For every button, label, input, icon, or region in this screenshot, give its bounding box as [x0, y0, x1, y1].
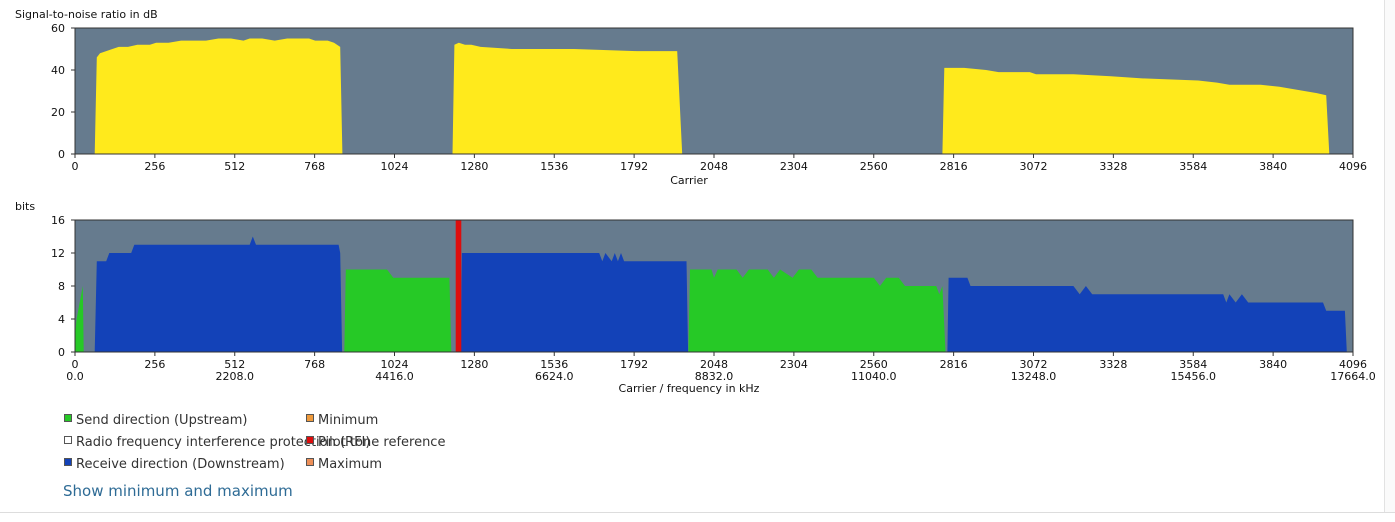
- x-tick-label: 3328: [1099, 358, 1127, 371]
- x-tick-label: 4096: [1339, 358, 1367, 371]
- x-tick-label: 256: [144, 160, 165, 173]
- x-tick-label: 1024: [381, 358, 409, 371]
- x-tick-label: 3840: [1259, 358, 1287, 371]
- y-tick-label: 4: [58, 313, 65, 326]
- x-tick-label: 1792: [620, 160, 648, 173]
- legend-label-pilot: Pilot tone reference: [318, 435, 446, 450]
- legend-swatch-rfi: [64, 436, 72, 444]
- x-tick-label: 2560: [860, 160, 888, 173]
- y-tick-label: 0: [58, 148, 65, 161]
- y-tick-label: 40: [51, 64, 65, 77]
- legend-swatch-downstream: [64, 458, 72, 466]
- y-tick-label: 0: [58, 346, 65, 359]
- x-tick-label: 2304: [780, 358, 808, 371]
- snr-chart-ylabel: Signal-to-noise ratio in dB: [15, 8, 158, 21]
- series-area-snr: [94, 38, 1330, 154]
- legend-item-rfi: Radio frequency interference protection …: [64, 435, 370, 450]
- x-tick-label: 512: [224, 358, 245, 371]
- legend-label-maximum: Maximum: [318, 457, 383, 472]
- y-tick-label: 60: [51, 22, 65, 35]
- legend-swatch-upstream: [64, 414, 72, 422]
- x-tick-label: 0: [72, 160, 79, 173]
- x-tick-label: 3328: [1099, 160, 1127, 173]
- x-tick-label: 0: [72, 358, 79, 371]
- x-tick-label: 512: [224, 160, 245, 173]
- x-tick-label: 1792: [620, 358, 648, 371]
- x-tick-label: 1536: [540, 160, 568, 173]
- x-tick-label: 3584: [1179, 358, 1207, 371]
- legend-item-upstream: Send direction (Upstream): [64, 413, 247, 428]
- x-tick-label: 2048: [700, 358, 728, 371]
- x-axis-label: Carrier / frequency in kHz: [619, 382, 760, 395]
- legend-item-pilot: Pilot tone reference: [306, 435, 445, 450]
- series-area-pilot: [455, 220, 462, 352]
- freq-tick-label: 6624.0: [535, 370, 574, 383]
- x-axis-label: Carrier: [670, 174, 708, 187]
- bits-chart-ylabel: bits: [15, 200, 36, 213]
- legend-label-rfi: Radio frequency interference protection …: [76, 435, 371, 450]
- x-tick-label: 768: [304, 358, 325, 371]
- y-tick-label: 12: [51, 247, 65, 260]
- x-tick-label: 3584: [1179, 160, 1207, 173]
- x-tick-label: 256: [144, 358, 165, 371]
- legend-item-downstream: Receive direction (Downstream): [64, 457, 285, 472]
- x-tick-label: 1024: [381, 160, 409, 173]
- series-area-downstream: [94, 236, 1347, 352]
- freq-tick-label: 17664.0: [1330, 370, 1376, 383]
- x-tick-label: 768: [304, 160, 325, 173]
- x-tick-label: 2304: [780, 160, 808, 173]
- x-tick-label: 4096: [1339, 160, 1367, 173]
- freq-tick-label: 8832.0: [695, 370, 734, 383]
- legend-swatch-pilot: [306, 436, 314, 444]
- x-tick-label: 2560: [860, 358, 888, 371]
- x-tick-label: 2816: [940, 160, 968, 173]
- legend-label-upstream: Send direction (Upstream): [76, 413, 248, 428]
- x-tick-label: 1280: [460, 160, 488, 173]
- x-tick-label: 3840: [1259, 160, 1287, 173]
- x-tick-label: 2048: [700, 160, 728, 173]
- freq-tick-label: 15456.0: [1171, 370, 1217, 383]
- freq-tick-label: 2208.0: [216, 370, 255, 383]
- freq-tick-label: 11040.0: [851, 370, 897, 383]
- show-min-max-link[interactable]: Show minimum and maximum: [63, 482, 293, 500]
- legend-item-minimum: Minimum: [306, 413, 378, 428]
- x-tick-label: 3072: [1020, 160, 1048, 173]
- legend-item-maximum: Maximum: [306, 457, 382, 472]
- x-tick-label: 1280: [460, 358, 488, 371]
- x-tick-label: 1536: [540, 358, 568, 371]
- y-tick-label: 16: [51, 214, 65, 227]
- freq-tick-label: 0.0: [66, 370, 84, 383]
- legend-label-minimum: Minimum: [318, 413, 379, 428]
- series-area-upstream: [75, 269, 946, 352]
- x-tick-label: 3072: [1020, 358, 1048, 371]
- y-tick-label: 20: [51, 106, 65, 119]
- x-tick-label: 2816: [940, 358, 968, 371]
- legend-swatch-maximum: [306, 458, 314, 466]
- divider: [0, 512, 1395, 513]
- freq-tick-label: 4416.0: [375, 370, 414, 383]
- legend-label-downstream: Receive direction (Downstream): [76, 457, 285, 472]
- scrollbar[interactable]: [1384, 0, 1395, 512]
- freq-tick-label: 13248.0: [1011, 370, 1057, 383]
- y-tick-label: 8: [58, 280, 65, 293]
- legend-swatch-minimum: [306, 414, 314, 422]
